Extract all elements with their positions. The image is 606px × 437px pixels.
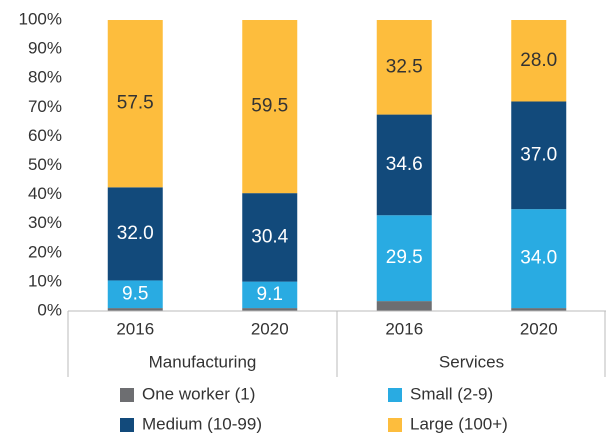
legend-swatch [388, 388, 402, 402]
y-tick-label: 90% [28, 39, 62, 58]
legend-swatch [388, 418, 402, 432]
data-label: 34.0 [520, 248, 557, 269]
bar-segment [511, 101, 567, 210]
y-tick-label: 20% [28, 242, 62, 261]
bar-segment [107, 280, 163, 309]
data-label: 9.5 [122, 283, 148, 304]
bar-segment [107, 308, 163, 311]
x-tick-label: 2020 [251, 319, 289, 338]
y-tick-label: 30% [28, 213, 62, 232]
legend-label: One worker (1) [142, 384, 255, 403]
bar-segment [376, 301, 432, 311]
legend-label: Large (100+) [410, 414, 508, 433]
data-label: 59.5 [251, 96, 288, 117]
legend-label: Small (2-9) [410, 384, 493, 403]
x-tick-label: 2016 [116, 319, 154, 338]
bar-segment [376, 215, 432, 302]
bar-segment [511, 308, 567, 311]
bar-segment [242, 20, 298, 194]
data-label: 28.0 [520, 50, 557, 71]
y-tick-label: 50% [28, 155, 62, 174]
data-label: 32.0 [117, 223, 154, 244]
group-label: Services [439, 352, 504, 371]
bar-segment [376, 114, 432, 216]
bar-segment [242, 281, 298, 309]
x-tick-label: 2020 [520, 319, 558, 338]
legend-swatch [120, 418, 134, 432]
bar-segment [511, 20, 567, 102]
data-label: 30.4 [251, 226, 288, 247]
data-label: 32.5 [386, 56, 423, 77]
x-tick-label: 2016 [385, 319, 423, 338]
data-label: 9.1 [257, 284, 283, 305]
y-tick-label: 100% [19, 9, 62, 28]
data-label: 29.5 [386, 247, 423, 268]
legend-swatch [120, 388, 134, 402]
bar-segment [511, 209, 567, 309]
y-tick-label: 70% [28, 97, 62, 116]
group-label: Manufacturing [149, 352, 257, 371]
y-tick-label: 60% [28, 126, 62, 145]
bar-segment [376, 20, 432, 115]
bar-segment [242, 308, 298, 311]
bar-segment [107, 20, 163, 188]
data-label: 34.6 [386, 154, 423, 175]
y-tick-label: 10% [28, 271, 62, 290]
y-tick-label: 40% [28, 184, 62, 203]
bar-segment [107, 187, 163, 281]
data-label: 37.0 [520, 144, 557, 165]
bar-segment [242, 193, 298, 282]
data-label: 57.5 [117, 93, 154, 114]
y-tick-label: 0% [37, 300, 62, 319]
legend-label: Medium (10-99) [142, 414, 262, 433]
y-tick-label: 80% [28, 68, 62, 87]
